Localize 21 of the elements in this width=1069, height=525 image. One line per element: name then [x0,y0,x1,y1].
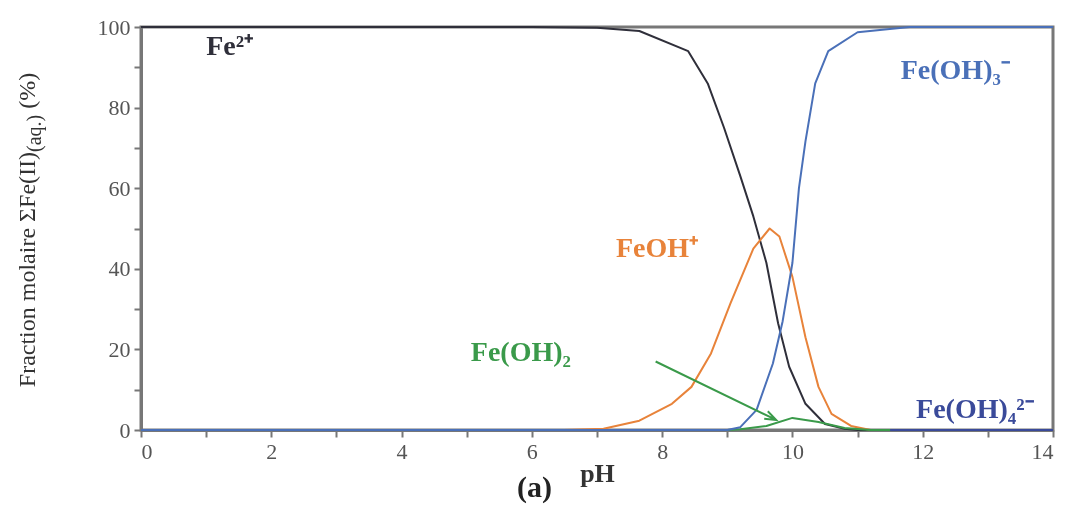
y-tick-label: 60 [108,175,131,201]
x-tick-label: 6 [526,438,538,464]
y-tick-label: 20 [108,336,131,362]
x-axis-title: pH [580,458,615,488]
text: Fe(OH)₂ [470,336,571,368]
series-label: Fe²⁺ [206,30,254,62]
x-tick-label: 8 [657,438,669,464]
series-label: FeOH⁺ [615,231,698,263]
text: (a) [517,470,552,503]
x-tick-label: 0 [141,438,153,464]
y-tick-label: 80 [108,95,131,121]
x-tick-label: 4 [396,438,408,464]
y-tick-label: 100 [97,14,131,40]
x-tick-label: 14 [1031,438,1054,464]
x-tick-label: 10 [781,438,804,464]
x-tick-label: 2 [266,438,278,464]
x-tick-label: 12 [912,438,935,464]
series-label: Fe(OH)₃⁻ [900,54,1010,86]
y-tick-label: 40 [108,256,131,282]
series-label: Fe(OH)₄²⁻ [916,392,1034,424]
y-tick-label: 0 [119,417,131,443]
